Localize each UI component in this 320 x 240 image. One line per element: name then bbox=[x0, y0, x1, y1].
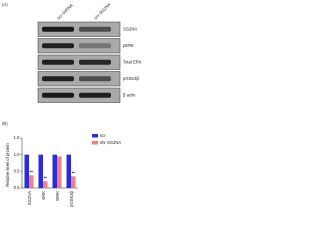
bar bbox=[57, 156, 62, 188]
bar bbox=[38, 154, 43, 188]
blot-strip bbox=[37, 38, 121, 54]
bar bbox=[24, 154, 29, 188]
y-axis-label: Relative level of protein bbox=[5, 143, 10, 187]
blot-band bbox=[79, 59, 111, 65]
row-label: pERK bbox=[123, 43, 134, 48]
blot-band bbox=[79, 76, 111, 82]
panel-label: (A) bbox=[2, 2, 8, 7]
row-label: β actin bbox=[123, 92, 136, 97]
legend-swatch bbox=[92, 141, 98, 145]
legend-label: shr SG2NA bbox=[100, 140, 121, 145]
row-label: SG2NA bbox=[123, 26, 137, 31]
blot-band bbox=[79, 92, 111, 98]
row-label: Total ERK bbox=[123, 59, 142, 64]
blot-band bbox=[42, 92, 74, 98]
legend-swatch bbox=[92, 134, 98, 138]
bar bbox=[29, 175, 34, 188]
significance: ** bbox=[30, 169, 34, 174]
bar bbox=[52, 154, 57, 188]
y-tick-label: 0.5 bbox=[14, 168, 20, 173]
blot-band bbox=[79, 43, 111, 49]
blot-band bbox=[42, 76, 74, 82]
blot-band bbox=[79, 26, 111, 32]
column-label: scr shRNA bbox=[56, 3, 74, 21]
blot-band bbox=[42, 43, 74, 49]
x-tick-label: tERK bbox=[55, 191, 60, 201]
blot-band bbox=[42, 59, 74, 65]
bar bbox=[66, 154, 71, 188]
y-tick-label: 0.0 bbox=[14, 185, 20, 190]
bar bbox=[71, 176, 76, 188]
panel-label: (B) bbox=[2, 121, 8, 126]
x-tick-label: ERK bbox=[41, 191, 46, 200]
x-tick-label: SG2NA bbox=[27, 191, 32, 205]
blot-band bbox=[42, 26, 74, 32]
row-label: pGSK3β bbox=[123, 76, 140, 81]
column-label: shr SG2NA bbox=[93, 2, 112, 21]
x-tick-label: pGSK3β bbox=[69, 190, 74, 207]
significance: ** bbox=[44, 175, 48, 180]
significance: ** bbox=[72, 170, 76, 175]
bar bbox=[43, 181, 48, 188]
y-tick-label: 1.0 bbox=[14, 152, 20, 157]
legend-label: scr bbox=[100, 133, 106, 138]
figure: (A) (B) Relative level of protein scr sh… bbox=[2, 2, 142, 207]
y-tick-label: 1.5 bbox=[14, 135, 20, 140]
